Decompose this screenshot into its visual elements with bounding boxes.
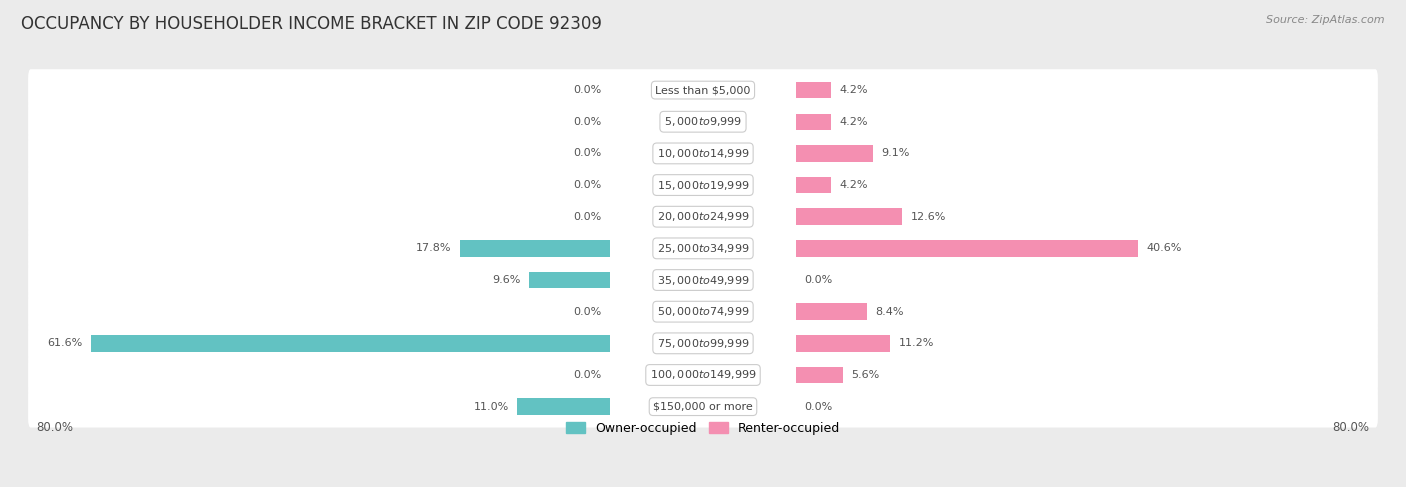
Text: $35,000 to $49,999: $35,000 to $49,999	[657, 274, 749, 286]
FancyBboxPatch shape	[28, 322, 1378, 364]
Bar	[517, 398, 610, 415]
Text: $75,000 to $99,999: $75,000 to $99,999	[657, 337, 749, 350]
Bar	[796, 335, 890, 352]
Text: $20,000 to $24,999: $20,000 to $24,999	[657, 210, 749, 223]
Bar	[796, 145, 873, 162]
Text: 61.6%: 61.6%	[46, 338, 82, 348]
Text: 4.2%: 4.2%	[839, 180, 868, 190]
FancyBboxPatch shape	[28, 164, 1378, 206]
Text: 4.2%: 4.2%	[839, 117, 868, 127]
Bar	[796, 240, 1139, 257]
Text: 4.2%: 4.2%	[839, 85, 868, 95]
Text: 11.2%: 11.2%	[898, 338, 934, 348]
Text: 5.6%: 5.6%	[852, 370, 880, 380]
Bar	[796, 303, 866, 320]
Bar	[460, 240, 610, 257]
Text: 8.4%: 8.4%	[875, 307, 904, 317]
Text: $150,000 or more: $150,000 or more	[654, 402, 752, 412]
Text: 0.0%: 0.0%	[574, 307, 602, 317]
Text: 17.8%: 17.8%	[416, 244, 451, 253]
Text: 12.6%: 12.6%	[911, 212, 946, 222]
Bar	[796, 208, 903, 225]
FancyBboxPatch shape	[28, 101, 1378, 143]
Text: 0.0%: 0.0%	[574, 149, 602, 158]
Text: 0.0%: 0.0%	[804, 275, 832, 285]
Bar	[796, 82, 831, 98]
FancyBboxPatch shape	[28, 196, 1378, 238]
Bar	[796, 367, 844, 383]
FancyBboxPatch shape	[28, 291, 1378, 333]
Text: 80.0%: 80.0%	[37, 421, 73, 434]
Text: $50,000 to $74,999: $50,000 to $74,999	[657, 305, 749, 318]
Text: 0.0%: 0.0%	[804, 402, 832, 412]
Text: $10,000 to $14,999: $10,000 to $14,999	[657, 147, 749, 160]
Text: 0.0%: 0.0%	[574, 370, 602, 380]
FancyBboxPatch shape	[28, 69, 1378, 111]
Text: 0.0%: 0.0%	[574, 180, 602, 190]
Text: 80.0%: 80.0%	[1333, 421, 1369, 434]
FancyBboxPatch shape	[28, 354, 1378, 396]
FancyBboxPatch shape	[28, 132, 1378, 174]
FancyBboxPatch shape	[28, 227, 1378, 269]
Text: $15,000 to $19,999: $15,000 to $19,999	[657, 179, 749, 191]
Text: 40.6%: 40.6%	[1147, 244, 1182, 253]
Text: $5,000 to $9,999: $5,000 to $9,999	[664, 115, 742, 128]
Bar	[796, 113, 831, 130]
FancyBboxPatch shape	[28, 259, 1378, 301]
Text: 11.0%: 11.0%	[474, 402, 509, 412]
Text: 0.0%: 0.0%	[574, 117, 602, 127]
Text: 9.6%: 9.6%	[492, 275, 520, 285]
Bar	[90, 335, 610, 352]
Bar	[796, 177, 831, 193]
FancyBboxPatch shape	[28, 386, 1378, 428]
Text: $25,000 to $34,999: $25,000 to $34,999	[657, 242, 749, 255]
Text: Less than $5,000: Less than $5,000	[655, 85, 751, 95]
Bar	[529, 272, 610, 288]
Legend: Owner-occupied, Renter-occupied: Owner-occupied, Renter-occupied	[561, 417, 845, 440]
Text: 9.1%: 9.1%	[882, 149, 910, 158]
Text: 0.0%: 0.0%	[574, 85, 602, 95]
Text: 0.0%: 0.0%	[574, 212, 602, 222]
Text: OCCUPANCY BY HOUSEHOLDER INCOME BRACKET IN ZIP CODE 92309: OCCUPANCY BY HOUSEHOLDER INCOME BRACKET …	[21, 15, 602, 33]
Text: Source: ZipAtlas.com: Source: ZipAtlas.com	[1267, 15, 1385, 25]
Text: $100,000 to $149,999: $100,000 to $149,999	[650, 369, 756, 381]
